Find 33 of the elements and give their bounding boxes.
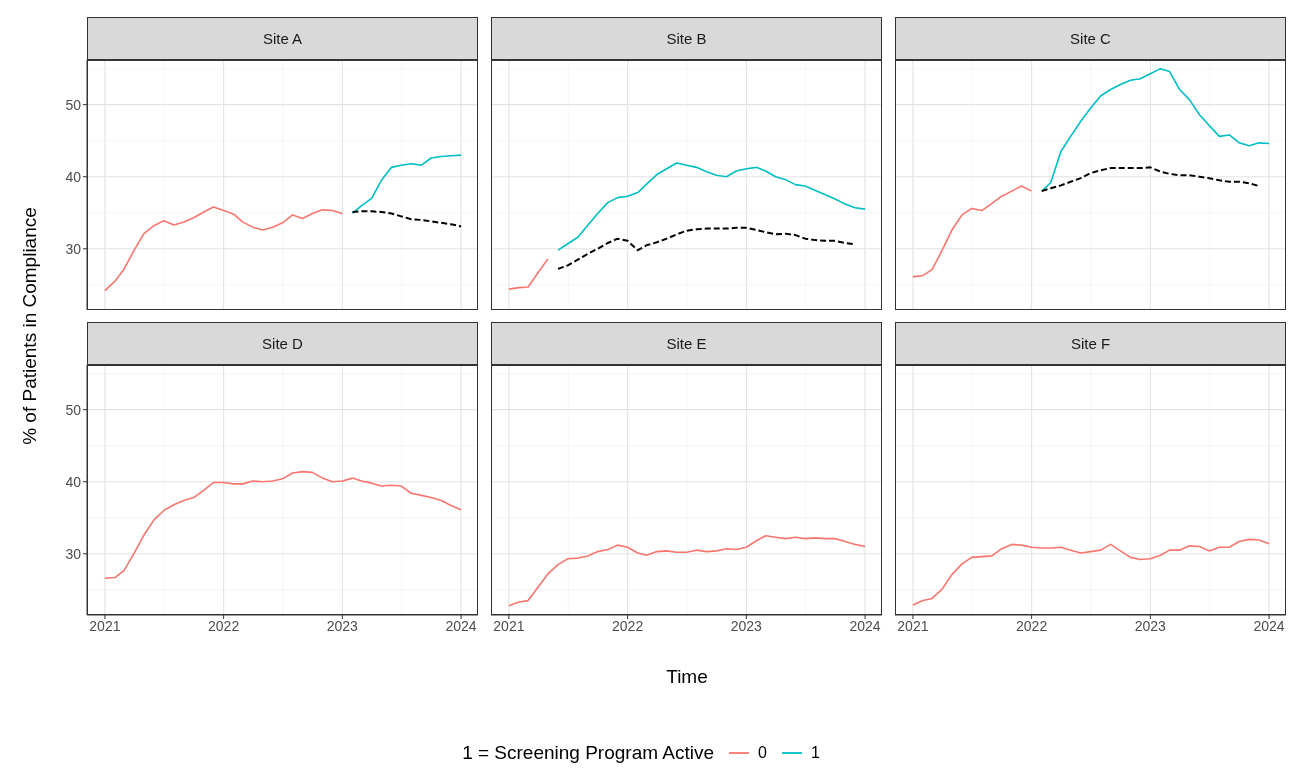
legend-label: 0 bbox=[758, 743, 767, 763]
chart-title: Site C bbox=[1070, 30, 1111, 47]
y-tick-label: 40 bbox=[65, 168, 82, 185]
line-series bbox=[104, 470, 462, 580]
x-tick-label: 2024 bbox=[1253, 617, 1285, 634]
y-tick-label: 30 bbox=[65, 545, 82, 562]
chart-title: Site D bbox=[262, 335, 303, 352]
legend-title: 1 = Screening Program Active bbox=[462, 741, 715, 765]
chart-title: Site B bbox=[666, 30, 707, 47]
y-tick-label: 50 bbox=[65, 96, 82, 113]
x-tick-label: 2022 bbox=[208, 617, 240, 634]
line-series bbox=[351, 154, 462, 215]
chart-title: Site F bbox=[1070, 335, 1111, 352]
chart-title: Site E bbox=[666, 335, 707, 352]
x-tick-label: 2021 bbox=[89, 617, 121, 634]
line-series bbox=[351, 210, 463, 228]
x-tick-label: 2023 bbox=[730, 617, 763, 634]
x-tick-label: 2022 bbox=[1016, 617, 1048, 634]
x-tick-label: 2024 bbox=[445, 617, 477, 634]
x-tick-label: 2021 bbox=[897, 617, 929, 634]
y-axis-title: % of Patients in Compliance bbox=[19, 207, 41, 445]
x-tick-label: 2022 bbox=[612, 617, 644, 634]
x-tick-label: 2023 bbox=[1134, 617, 1167, 634]
x-tick-label: 2023 bbox=[326, 617, 359, 634]
y-tick-label: 30 bbox=[65, 240, 82, 257]
line-series bbox=[104, 206, 344, 292]
x-axis-title: Time bbox=[665, 666, 709, 688]
y-tick-label: 40 bbox=[65, 473, 82, 490]
x-tick-label: 2024 bbox=[849, 617, 881, 634]
legend-label: 1 bbox=[810, 743, 820, 763]
y-tick-label: 50 bbox=[65, 401, 82, 418]
chart-title: Site A bbox=[262, 30, 303, 47]
x-tick-label: 2021 bbox=[493, 617, 525, 634]
